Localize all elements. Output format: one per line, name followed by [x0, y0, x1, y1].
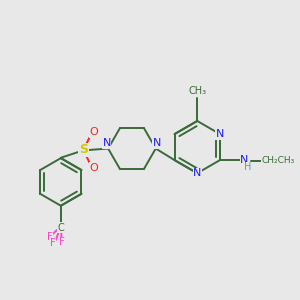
Text: CH₂CH₃: CH₂CH₃ — [262, 156, 295, 165]
Text: N: N — [153, 138, 161, 148]
Text: CH₃: CH₃ — [188, 86, 206, 96]
Text: N: N — [193, 168, 201, 178]
Text: F: F — [59, 237, 65, 248]
Text: F: F — [47, 232, 53, 242]
Text: O: O — [90, 163, 99, 173]
Text: N: N — [240, 155, 249, 165]
Text: S: S — [79, 143, 88, 157]
Text: N: N — [216, 129, 224, 139]
Text: F: F — [50, 238, 56, 248]
Text: N: N — [103, 138, 111, 148]
Text: O: O — [90, 127, 99, 137]
Text: H: H — [244, 162, 252, 172]
Text: C: C — [58, 223, 64, 233]
